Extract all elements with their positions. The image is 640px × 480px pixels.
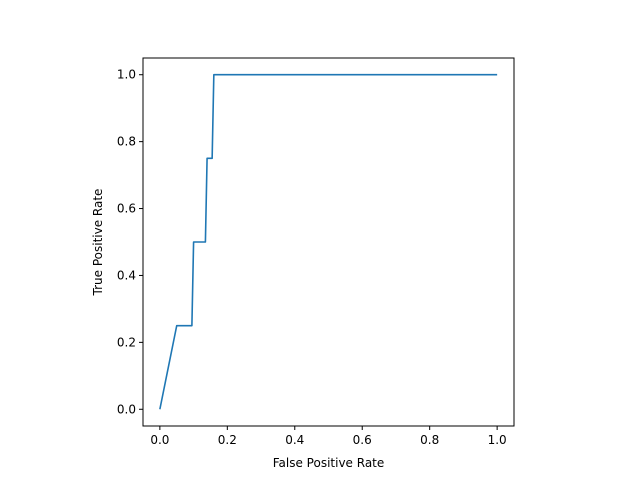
y-tick-label-2: 0.4 [117,268,136,282]
x-axis-ticks: 0.0 0.2 0.4 0.6 0.8 1.0 [150,426,507,447]
y-tick-label-5: 1.0 [117,68,136,82]
x-tick-label-5: 1.0 [488,433,507,447]
x-tick-label-4: 0.8 [420,433,439,447]
x-tick-label-3: 0.6 [353,433,372,447]
y-axis-label: True Positive Rate [91,189,105,297]
y-tick-label-0: 0.0 [117,402,136,416]
plot-frame [142,57,515,427]
x-axis-label: False Positive Rate [273,456,385,470]
y-tick-label-4: 0.8 [117,135,136,149]
plot-layer [159,73,498,410]
x-tick-label-2: 0.4 [285,433,304,447]
series-line-0 [159,73,498,410]
y-tick-label-1: 0.2 [117,335,136,349]
y-tick-label-3: 0.6 [117,202,136,216]
x-tick-label-1: 0.2 [218,433,237,447]
x-tick-label-0: 0.0 [150,433,169,447]
y-axis-ticks: 0.0 0.2 0.4 0.6 0.8 1.0 [117,68,143,416]
